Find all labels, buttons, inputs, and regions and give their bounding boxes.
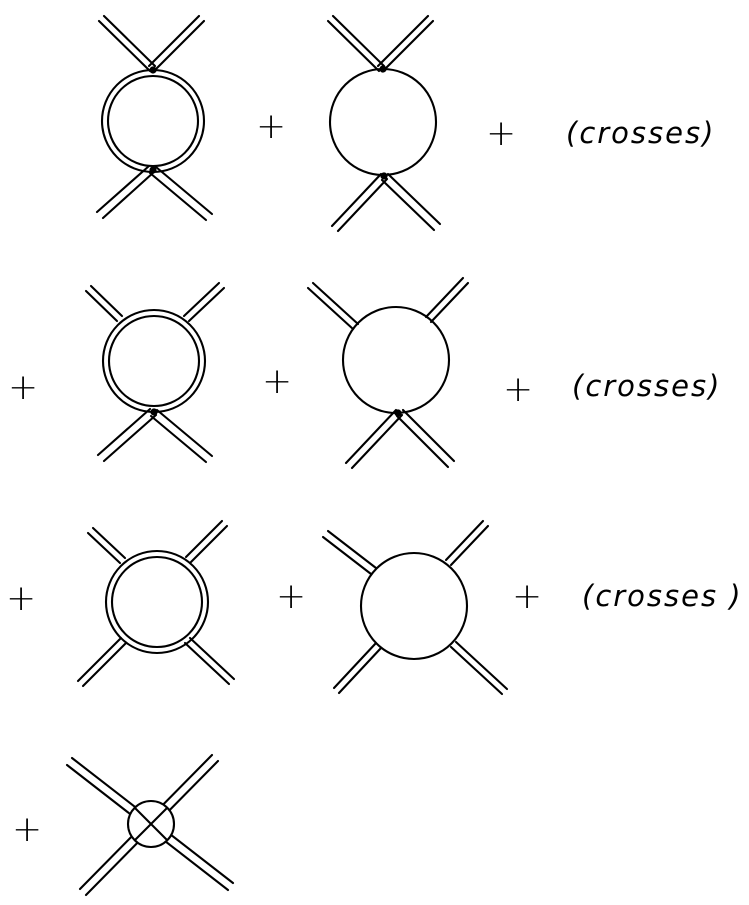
vertex-dot: [150, 408, 158, 416]
double-loop-outer: [104, 549, 210, 655]
single-loop: [359, 551, 469, 661]
double-propagator-leg: [183, 636, 236, 686]
plus-sign: +: [486, 113, 516, 154]
double-propagator-leg: [326, 14, 386, 73]
row-3: + +: [6, 519, 743, 696]
plus-sign: +: [262, 361, 292, 402]
double-propagator-leg: [95, 164, 156, 220]
plus-sign: +: [256, 106, 286, 147]
double-propagator-leg: [306, 281, 360, 331]
double-propagator-leg: [147, 14, 206, 73]
double-propagator-leg: [96, 407, 158, 463]
double-propagator-leg: [86, 526, 127, 565]
diagram-single-loop-radial: [321, 519, 509, 696]
vertex-dot: [149, 66, 157, 74]
double-propagator-leg: [376, 14, 435, 73]
leading-plus-sign: +: [8, 367, 38, 408]
double-loop-outer: [101, 308, 207, 414]
diagram-crossed-vertex: [65, 753, 235, 897]
double-loop-inner: [106, 74, 200, 168]
single-loop: [328, 67, 438, 177]
double-loop-outer: [100, 68, 206, 174]
double-loop-inner: [110, 555, 204, 649]
single-loop: [341, 305, 451, 415]
crosses-label: (crosses): [572, 369, 721, 403]
vertex-dot: [149, 166, 157, 174]
diagram-single-loop-mixed: [306, 276, 470, 470]
vertex-dot: [380, 172, 388, 180]
row-1: + + (crosses): [95, 14, 715, 233]
double-propagator-leg: [84, 284, 124, 323]
double-propagator-leg: [97, 14, 157, 73]
diagram-single-loop-s-channel: [326, 14, 442, 233]
double-propagator-leg: [344, 408, 404, 470]
double-propagator-leg: [184, 519, 229, 564]
vertex-dot: [379, 65, 387, 73]
diagram-double-loop-mixed: [84, 281, 226, 464]
double-loop-inner: [107, 314, 201, 408]
double-propagator-leg: [149, 408, 214, 464]
diagram-double-loop-radial: [76, 519, 236, 688]
plus-sign: +: [512, 576, 542, 617]
row-4: +: [12, 753, 235, 897]
double-propagator-leg: [424, 276, 470, 324]
row-2: + +: [8, 276, 721, 470]
crosses-label: (crosses): [566, 116, 715, 150]
loop-cross-lines: [133, 806, 169, 842]
double-propagator-leg: [332, 641, 383, 695]
diagram-double-loop-s-channel: [95, 14, 214, 222]
plus-sign: +: [276, 576, 306, 617]
leading-plus-sign: +: [12, 809, 42, 850]
vertex-dot: [394, 409, 402, 417]
leading-plus-sign: +: [6, 578, 36, 619]
double-propagator-leg: [395, 408, 456, 469]
double-propagator-leg: [444, 519, 490, 567]
crosses-label: (crosses ): [582, 579, 743, 613]
plus-sign: +: [503, 369, 533, 410]
double-propagator-leg: [330, 172, 389, 233]
double-propagator-leg: [148, 165, 214, 222]
double-propagator-leg: [380, 172, 442, 232]
double-propagator-leg: [449, 640, 509, 696]
double-propagator-leg: [76, 636, 128, 688]
double-propagator-leg: [182, 281, 226, 323]
double-propagator-leg: [321, 529, 378, 576]
